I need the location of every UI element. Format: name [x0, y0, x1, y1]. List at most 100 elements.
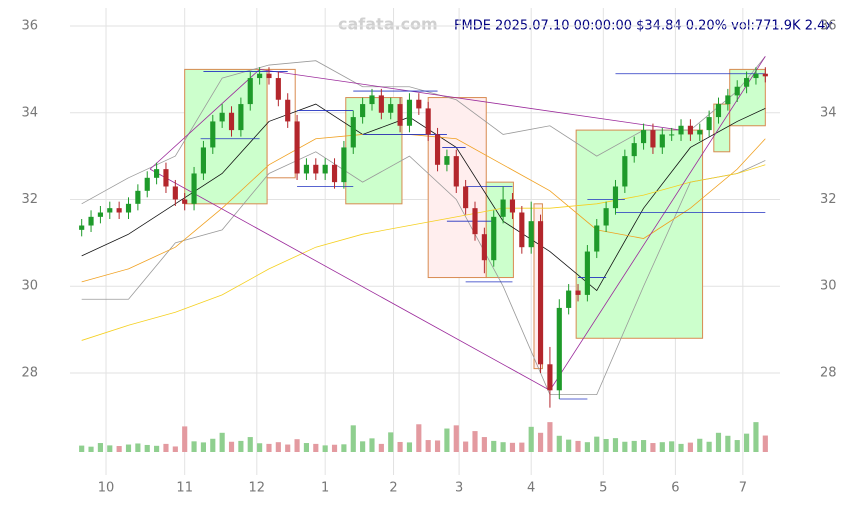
- candle-body: [687, 125, 693, 135]
- candle-body: [172, 186, 178, 200]
- volume-bar: [331, 444, 338, 452]
- candle-body: [266, 73, 272, 79]
- indicator-line: [81, 56, 766, 205]
- x-tick-label: 1: [321, 481, 329, 496]
- volume-bar: [500, 442, 506, 452]
- volume-bar: [378, 443, 384, 452]
- volume-bar: [434, 440, 441, 452]
- volume-bar: [88, 446, 94, 452]
- indicator-line: [81, 103, 766, 292]
- candle-body: [107, 208, 113, 213]
- candle-body: [360, 104, 366, 118]
- candle-body: [509, 199, 516, 213]
- candle-body: [566, 290, 572, 308]
- candle-body: [116, 208, 122, 213]
- volume-bar: [107, 445, 113, 452]
- watermark: cafata.com: [338, 15, 438, 34]
- candle-body: [594, 225, 600, 252]
- volume-bar: [631, 440, 637, 452]
- candle-body: [406, 99, 413, 126]
- volume-bar: [753, 422, 759, 452]
- candle-body: [519, 212, 525, 248]
- candle-body: [219, 112, 225, 122]
- candle-body: [500, 199, 506, 217]
- candle-body: [369, 95, 375, 105]
- volume-bar: [341, 444, 347, 452]
- volume-bar: [219, 432, 225, 452]
- volume-bar: [491, 440, 497, 452]
- y-tick-label: 34: [21, 105, 38, 120]
- candle-body: [753, 73, 759, 79]
- candle-body: [463, 186, 469, 209]
- zone-box: [485, 181, 514, 279]
- volume-bar: [97, 443, 103, 452]
- candle-body: [163, 169, 169, 187]
- candle-body: [285, 99, 291, 122]
- candle-body: [247, 78, 253, 105]
- volume-bar: [228, 441, 235, 452]
- x-tick-label: 3: [455, 481, 463, 496]
- candle-body: [481, 234, 487, 261]
- candle-body: [612, 186, 619, 209]
- candle-body: [453, 156, 459, 187]
- volume-bar: [584, 442, 590, 452]
- x-tick-label: 11: [176, 481, 193, 496]
- candle-body: [182, 199, 188, 204]
- volume-bar: [79, 445, 85, 452]
- volume-bar: [322, 445, 328, 452]
- candle-body: [434, 134, 441, 165]
- volume-bar: [481, 437, 487, 452]
- volume-bar: [397, 441, 403, 452]
- candle-body: [734, 86, 740, 96]
- volume-bar: [659, 442, 665, 452]
- volume-bar: [200, 442, 207, 452]
- zone-box: [184, 68, 268, 205]
- candle-body: [762, 73, 768, 77]
- volume-bar: [191, 441, 197, 452]
- y-tick-label: 30: [21, 279, 38, 294]
- candle-body: [275, 78, 281, 100]
- x-tick-label: 7: [739, 481, 747, 496]
- volume-bar: [444, 428, 450, 452]
- candle-body: [191, 173, 197, 204]
- volume-bar: [388, 432, 394, 452]
- candle-body: [88, 216, 94, 226]
- zone-box: [427, 97, 487, 279]
- candle-body: [528, 221, 534, 248]
- volume-bar: [144, 444, 150, 452]
- volume-bar: [116, 446, 122, 452]
- candle-body: [331, 164, 338, 183]
- volume-bar: [313, 443, 319, 452]
- volume-bar: [744, 433, 750, 452]
- volume-bar: [678, 443, 684, 452]
- candle-body: [472, 208, 478, 235]
- volume-bar: [406, 442, 413, 452]
- candle-body: [603, 208, 609, 226]
- candle-body: [294, 121, 300, 174]
- candle-body: [715, 104, 722, 118]
- y-tick-label: 36: [21, 19, 38, 34]
- candle-body: [744, 78, 750, 87]
- volume-bar: [350, 425, 356, 452]
- candle-body: [257, 73, 263, 79]
- y-tick-label: 28: [21, 365, 38, 380]
- candle-body: [425, 108, 431, 135]
- volume-bar: [247, 437, 253, 452]
- candle-body: [125, 203, 132, 213]
- candle-body: [678, 125, 684, 135]
- candle-body: [313, 164, 319, 174]
- volume-bar: [528, 426, 534, 452]
- x-tick-label: 2: [389, 481, 397, 496]
- volume-bar: [303, 443, 310, 452]
- volume-bar: [706, 441, 712, 452]
- zone-box: [266, 68, 296, 179]
- candle-body: [491, 216, 497, 261]
- candle-body: [303, 164, 310, 174]
- indicator-line: [81, 151, 766, 396]
- candle-body: [135, 190, 141, 204]
- indicator-line: [81, 164, 766, 341]
- volume-bar: [154, 445, 160, 452]
- candle-body: [631, 143, 637, 157]
- candle-body: [575, 290, 581, 295]
- candle-body: [650, 130, 656, 148]
